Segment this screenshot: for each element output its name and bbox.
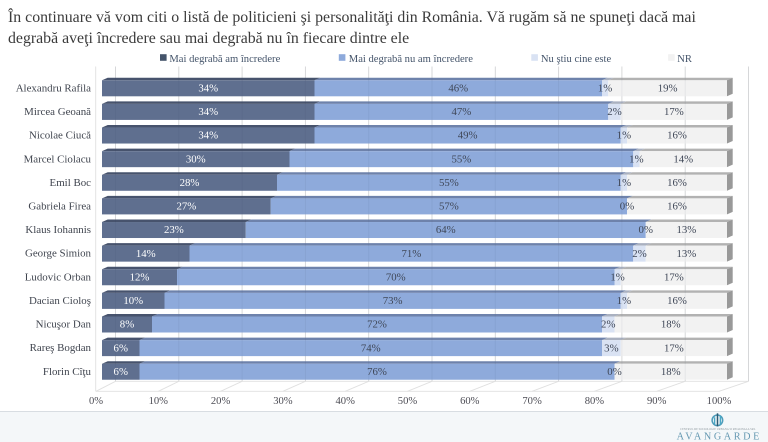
svg-text:100%: 100% (707, 396, 732, 407)
svg-text:40%: 40% (335, 396, 355, 407)
svg-text:2%: 2% (632, 248, 646, 260)
svg-text:Dacian Cioloş: Dacian Cioloş (29, 295, 91, 307)
svg-text:12%: 12% (130, 271, 150, 283)
svg-text:1%: 1% (598, 83, 612, 95)
svg-text:2%: 2% (607, 106, 621, 118)
svg-text:NR: NR (677, 54, 693, 65)
svg-text:0%: 0% (620, 201, 634, 213)
svg-text:0%: 0% (607, 366, 621, 378)
svg-text:20%: 20% (211, 396, 231, 407)
svg-text:14%: 14% (136, 248, 156, 260)
svg-text:34%: 34% (198, 83, 218, 95)
svg-text:Marcel Ciolacu: Marcel Ciolacu (24, 153, 92, 165)
svg-text:13%: 13% (676, 248, 696, 260)
svg-text:27%: 27% (176, 201, 196, 213)
svg-text:71%: 71% (401, 248, 421, 260)
svg-text:George Simion: George Simion (25, 248, 92, 260)
svg-text:10%: 10% (149, 396, 169, 407)
svg-text:Nu ştiu cine este: Nu ştiu cine este (541, 54, 612, 65)
svg-text:10%: 10% (123, 295, 143, 307)
svg-text:47%: 47% (451, 106, 471, 118)
svg-text:55%: 55% (439, 177, 459, 189)
svg-text:18%: 18% (661, 319, 681, 331)
svg-text:64%: 64% (436, 224, 456, 236)
svg-text:70%: 70% (386, 271, 406, 283)
svg-text:57%: 57% (439, 201, 459, 213)
svg-text:3%: 3% (604, 342, 618, 354)
svg-text:17%: 17% (664, 342, 684, 354)
svg-text:16%: 16% (667, 177, 687, 189)
svg-text:17%: 17% (664, 106, 684, 118)
svg-text:34%: 34% (198, 130, 218, 142)
svg-text:60%: 60% (460, 396, 480, 407)
svg-text:28%: 28% (180, 177, 200, 189)
svg-text:În continuare vă vom citi o li: În continuare vă vom citi o listă de pol… (8, 7, 696, 26)
svg-text:6%: 6% (114, 342, 128, 354)
svg-text:19%: 19% (658, 83, 678, 95)
svg-text:50%: 50% (398, 396, 418, 407)
svg-text:2%: 2% (601, 319, 615, 331)
svg-text:Emil Boc: Emil Boc (50, 177, 92, 189)
svg-text:8%: 8% (120, 319, 134, 331)
svg-text:1%: 1% (617, 295, 631, 307)
svg-text:Nicolae Ciucă: Nicolae Ciucă (29, 130, 91, 142)
svg-text:Alexandru Rafila: Alexandru Rafila (16, 82, 91, 94)
svg-text:13%: 13% (676, 224, 696, 236)
svg-text:30%: 30% (273, 396, 293, 407)
svg-text:1%: 1% (617, 177, 631, 189)
svg-text:73%: 73% (383, 295, 403, 307)
svg-text:Gabriela Firea: Gabriela Firea (28, 201, 91, 213)
svg-text:14%: 14% (673, 153, 693, 165)
svg-text:Mai degrabă am încredere: Mai degrabă am încredere (169, 54, 280, 65)
svg-text:0%: 0% (89, 396, 103, 407)
svg-text:AVANGARDE: AVANGARDE (677, 431, 762, 442)
svg-text:23%: 23% (164, 224, 184, 236)
svg-text:72%: 72% (367, 319, 387, 331)
svg-text:90%: 90% (647, 396, 667, 407)
svg-text:74%: 74% (361, 342, 381, 354)
svg-text:Rareş Bogdan: Rareş Bogdan (30, 342, 92, 354)
svg-text:Nicuşor Dan: Nicuşor Dan (36, 319, 92, 331)
svg-text:16%: 16% (667, 295, 687, 307)
svg-text:Klaus Iohannis: Klaus Iohannis (25, 224, 91, 236)
svg-text:degrabă aveţi încredere sau ma: degrabă aveţi încredere sau mai degrabă … (8, 30, 409, 47)
svg-text:1%: 1% (610, 271, 624, 283)
svg-text:CENTRUL DE SOCIOLOGIE URBANA S: CENTRUL DE SOCIOLOGIE URBANA SI REGIONAL… (680, 427, 756, 431)
svg-text:70%: 70% (522, 396, 542, 407)
svg-text:Ludovic Orban: Ludovic Orban (25, 271, 92, 283)
svg-text:49%: 49% (458, 130, 478, 142)
svg-text:1%: 1% (629, 153, 643, 165)
svg-text:Florin Cîţu: Florin Cîţu (43, 366, 92, 378)
svg-text:16%: 16% (667, 130, 687, 142)
svg-text:Mai degrabă nu am încredere: Mai degrabă nu am încredere (349, 54, 473, 65)
svg-text:6%: 6% (114, 366, 128, 378)
svg-text:55%: 55% (451, 153, 471, 165)
svg-text:0%: 0% (639, 224, 653, 236)
svg-text:30%: 30% (186, 153, 206, 165)
svg-text:34%: 34% (198, 106, 218, 118)
svg-text:18%: 18% (661, 366, 681, 378)
svg-text:76%: 76% (367, 366, 387, 378)
svg-text:17%: 17% (664, 271, 684, 283)
svg-text:1%: 1% (617, 130, 631, 142)
svg-text:Mircea Geoană: Mircea Geoană (24, 106, 91, 118)
svg-text:46%: 46% (448, 83, 468, 95)
svg-text:16%: 16% (667, 201, 687, 213)
svg-text:80%: 80% (585, 396, 605, 407)
